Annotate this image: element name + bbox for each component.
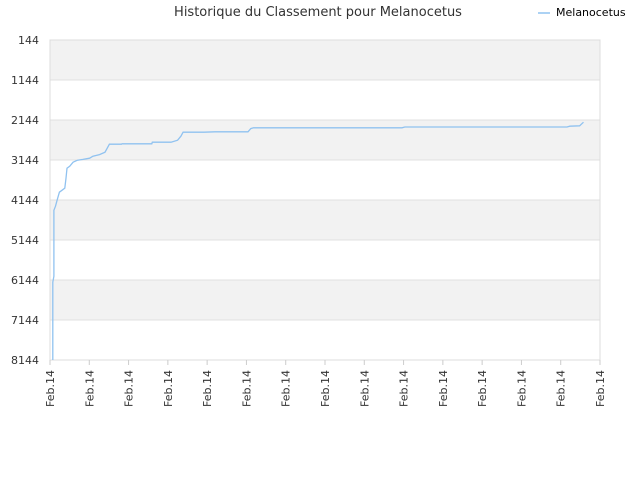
x-tick-label: Feb.14 [555, 370, 568, 407]
y-tick-label: 3144 [11, 154, 39, 167]
band-7 [50, 320, 600, 360]
y-tick-label: 4144 [11, 194, 39, 207]
y-tick-label: 5144 [11, 234, 39, 247]
band-0 [50, 40, 600, 80]
legend[interactable]: Melanocetus [538, 6, 626, 19]
y-tick-label: 144 [18, 34, 39, 47]
y-tick-label: 1144 [11, 74, 39, 87]
y-tick-label: 6144 [11, 274, 39, 287]
x-tick-label: Feb.14 [240, 370, 253, 407]
x-tick-label: Feb.14 [594, 370, 607, 407]
band-1 [50, 80, 600, 120]
band-4 [50, 200, 600, 240]
y-tick-label: 2144 [11, 114, 39, 127]
band-2 [50, 120, 600, 160]
x-tick-label: Feb.14 [280, 370, 293, 407]
x-tick-label: Feb.14 [83, 370, 96, 407]
x-tick-label: Feb.14 [358, 370, 371, 407]
chart-title: Historique du Classement pour Melanocetu… [174, 5, 462, 20]
x-tick-label: Feb.14 [398, 370, 411, 407]
background-bands [50, 40, 600, 360]
y-tick-label: 7144 [11, 314, 39, 327]
legend-label-melanocetus: Melanocetus [556, 6, 626, 19]
series-layer [52, 121, 584, 360]
x-tick-label: Feb.14 [515, 370, 528, 407]
x-tick-label: Feb.14 [201, 370, 214, 407]
x-tick-label: Feb.14 [319, 370, 332, 407]
y-axis-tick-labels: 144 1144 2144 3144 4144 5144 6144 7144 8144 [11, 34, 39, 367]
x-tick-label: Feb.14 [123, 370, 136, 407]
y-tick-label: 8144 [11, 354, 39, 367]
x-tick-label: Feb.14 [476, 370, 489, 407]
band-6 [50, 280, 600, 320]
x-tick-label: Feb.14 [44, 370, 57, 407]
band-3 [50, 160, 600, 200]
x-tick-label: Feb.14 [162, 370, 175, 407]
band-5 [50, 240, 600, 280]
series-line-melanocetus [52, 121, 584, 360]
x-axis: Feb.14 Feb.14 Feb.14 Feb.14 Feb.14 Feb.14 Feb.… [44, 360, 607, 407]
x-tick-label: Feb.14 [437, 370, 450, 407]
